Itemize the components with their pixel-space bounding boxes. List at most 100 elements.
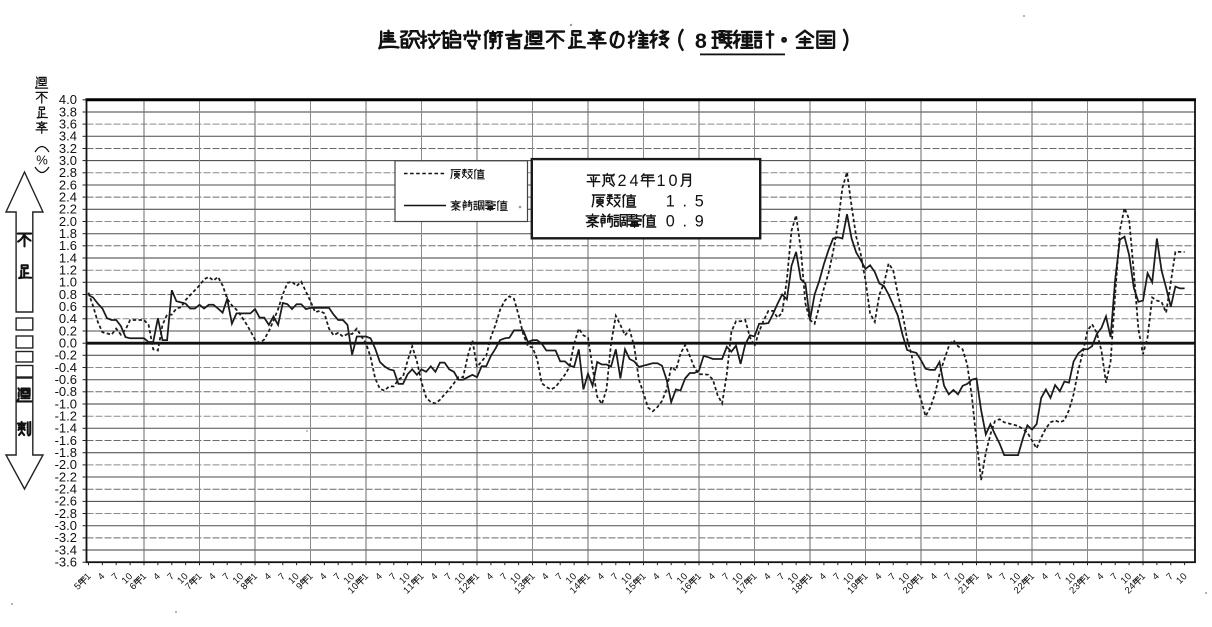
svg-text:1: 1 bbox=[675, 575, 687, 587]
svg-text:0: 0 bbox=[679, 571, 691, 583]
svg-text:-3.6: -3.6 bbox=[55, 555, 77, 570]
svg-text:7: 7 bbox=[942, 571, 954, 583]
svg-text:7: 7 bbox=[665, 571, 677, 583]
svg-text:2: 2 bbox=[461, 581, 473, 593]
svg-text:6: 6 bbox=[683, 581, 695, 593]
svg-text:7: 7 bbox=[609, 571, 621, 583]
svg-text:1: 1 bbox=[568, 585, 580, 597]
svg-text:7: 7 bbox=[720, 571, 732, 583]
svg-text:0: 0 bbox=[512, 571, 524, 583]
svg-text:0: 0 bbox=[1178, 571, 1190, 583]
svg-text:2.0: 2.0 bbox=[59, 214, 77, 229]
svg-text:3.6: 3.6 bbox=[59, 116, 77, 131]
svg-text:1: 1 bbox=[619, 575, 631, 587]
svg-text:0.4: 0.4 bbox=[59, 311, 77, 326]
svg-text:1: 1 bbox=[193, 571, 205, 583]
svg-text:0: 0 bbox=[668, 172, 677, 190]
svg-text:1.6: 1.6 bbox=[59, 238, 77, 253]
svg-text:1.4: 1.4 bbox=[59, 250, 77, 265]
svg-text:0: 0 bbox=[457, 571, 469, 583]
svg-text:0: 0 bbox=[350, 581, 362, 593]
svg-text:2.2: 2.2 bbox=[59, 202, 77, 217]
svg-text:0: 0 bbox=[568, 571, 580, 583]
svg-text:3: 3 bbox=[1071, 581, 1083, 593]
svg-text:1: 1 bbox=[748, 571, 760, 583]
svg-text:8: 8 bbox=[794, 581, 806, 593]
svg-text:-3.4: -3.4 bbox=[55, 542, 77, 557]
svg-text:2.8: 2.8 bbox=[59, 165, 77, 180]
svg-text:9: 9 bbox=[294, 581, 306, 593]
svg-text:1: 1 bbox=[786, 575, 798, 587]
svg-text:-2.2: -2.2 bbox=[55, 469, 77, 484]
svg-text:0.0: 0.0 bbox=[59, 336, 77, 351]
svg-text:4: 4 bbox=[873, 571, 885, 583]
svg-text:2: 2 bbox=[1067, 585, 1079, 597]
svg-text:4: 4 bbox=[572, 581, 584, 593]
svg-text:1: 1 bbox=[952, 575, 964, 587]
svg-text:1: 1 bbox=[1174, 575, 1186, 587]
svg-text:1: 1 bbox=[405, 581, 417, 593]
svg-text:1: 1 bbox=[457, 585, 469, 597]
svg-text:.: . bbox=[683, 192, 688, 210]
svg-text:7: 7 bbox=[1164, 571, 1176, 583]
svg-text:1: 1 bbox=[970, 571, 982, 583]
svg-text:1.8: 1.8 bbox=[59, 226, 77, 241]
svg-text:1: 1 bbox=[1136, 571, 1148, 583]
svg-text:-0.2: -0.2 bbox=[55, 348, 77, 363]
svg-text:1: 1 bbox=[790, 585, 802, 597]
svg-text:1: 1 bbox=[914, 571, 926, 583]
svg-text:1: 1 bbox=[581, 571, 593, 583]
svg-text:1: 1 bbox=[175, 575, 187, 587]
svg-text:1: 1 bbox=[231, 575, 243, 587]
svg-text:0: 0 bbox=[901, 571, 913, 583]
svg-text:0: 0 bbox=[235, 571, 247, 583]
svg-text:1: 1 bbox=[415, 571, 427, 583]
svg-text:7: 7 bbox=[110, 571, 122, 583]
svg-text:7: 7 bbox=[498, 571, 510, 583]
svg-text:4: 4 bbox=[540, 571, 552, 583]
svg-text:2.6: 2.6 bbox=[59, 177, 77, 192]
svg-text:7: 7 bbox=[332, 571, 344, 583]
svg-text:0.8: 0.8 bbox=[59, 287, 77, 302]
svg-text:-2.4: -2.4 bbox=[55, 482, 77, 497]
svg-text:4: 4 bbox=[706, 571, 718, 583]
svg-text:7: 7 bbox=[443, 571, 455, 583]
svg-text:-2.0: -2.0 bbox=[55, 457, 77, 472]
svg-text:4: 4 bbox=[151, 571, 163, 583]
svg-text:-0.6: -0.6 bbox=[55, 372, 77, 387]
svg-text:7: 7 bbox=[1053, 571, 1065, 583]
svg-text:1: 1 bbox=[512, 585, 524, 597]
svg-text:4: 4 bbox=[984, 571, 996, 583]
svg-text:9: 9 bbox=[849, 581, 861, 593]
svg-text:-1.4: -1.4 bbox=[55, 421, 77, 436]
svg-text:1: 1 bbox=[1063, 575, 1075, 587]
svg-text:0: 0 bbox=[905, 581, 917, 593]
svg-text:1: 1 bbox=[286, 575, 298, 587]
svg-text:0: 0 bbox=[666, 212, 675, 230]
svg-text:4: 4 bbox=[762, 571, 774, 583]
svg-text:1: 1 bbox=[248, 571, 260, 583]
svg-text:7: 7 bbox=[831, 571, 843, 583]
svg-text:1: 1 bbox=[897, 575, 909, 587]
svg-text:4: 4 bbox=[96, 571, 108, 583]
svg-text:1.2: 1.2 bbox=[59, 263, 77, 278]
svg-text:4: 4 bbox=[1127, 581, 1139, 593]
svg-text:1: 1 bbox=[859, 571, 871, 583]
svg-text:0: 0 bbox=[1123, 571, 1135, 583]
svg-text:0: 0 bbox=[124, 571, 136, 583]
svg-text:7: 7 bbox=[998, 571, 1010, 583]
svg-text:4: 4 bbox=[1150, 571, 1162, 583]
svg-text:1: 1 bbox=[845, 585, 857, 597]
svg-text:0.6: 0.6 bbox=[59, 299, 77, 314]
svg-text:4: 4 bbox=[651, 571, 663, 583]
svg-text:2: 2 bbox=[1012, 585, 1024, 597]
svg-text:1: 1 bbox=[137, 571, 149, 583]
svg-text:3.2: 3.2 bbox=[59, 141, 77, 156]
svg-text:1: 1 bbox=[666, 192, 675, 210]
svg-text:4: 4 bbox=[1095, 571, 1107, 583]
svg-text:4: 4 bbox=[595, 571, 607, 583]
svg-text:1: 1 bbox=[401, 585, 413, 597]
svg-text:0: 0 bbox=[401, 571, 413, 583]
svg-text:7: 7 bbox=[738, 581, 750, 593]
svg-text:0: 0 bbox=[346, 571, 358, 583]
